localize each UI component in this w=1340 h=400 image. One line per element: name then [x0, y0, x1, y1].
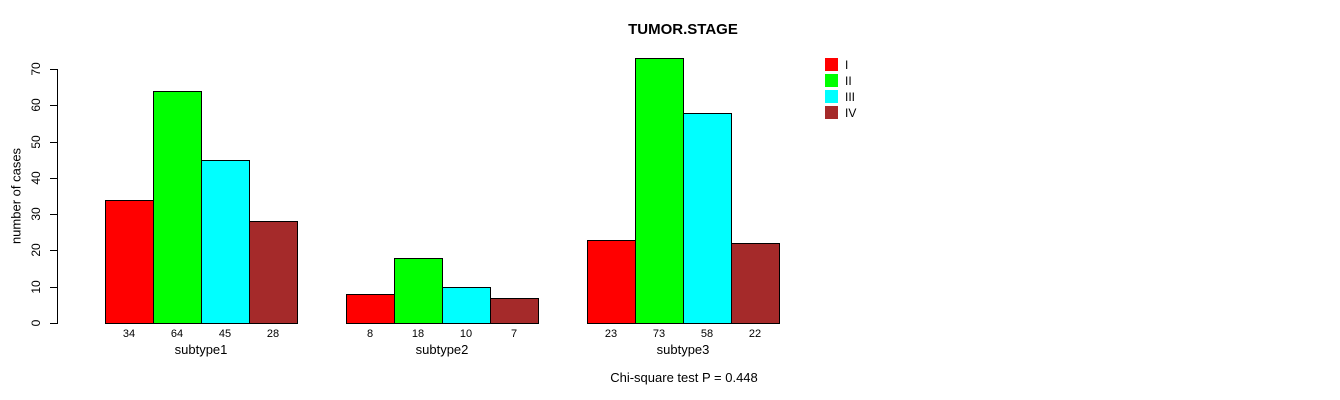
bar-subtype1-stage-I [105, 200, 154, 324]
bar-subtype1-stage-IV [249, 221, 298, 324]
bar-subtype2-stage-II [394, 258, 443, 324]
y-axis-tick [50, 142, 57, 143]
group-label-subtype3: subtype3 [656, 342, 710, 357]
legend-swatch-II [825, 74, 838, 87]
bar-subtype2-stage-IV [490, 298, 539, 324]
legend-swatch-III [825, 90, 838, 103]
bar-subtype3-stage-II [635, 58, 684, 324]
y-axis-tick-label: 20 [29, 243, 43, 257]
y-axis-tick-label: 40 [29, 171, 43, 185]
y-axis-label: number of cases [8, 147, 24, 245]
legend-swatch-I [825, 58, 838, 71]
bar-subtype1-stage-II [153, 91, 202, 324]
y-axis-line [57, 69, 58, 324]
bar-subtype3-stage-III [683, 113, 732, 324]
legend-label-II: II [845, 73, 852, 88]
bar-value-label-subtype2-IV: 7 [510, 328, 518, 340]
bar-value-label-subtype1-IV: 28 [266, 328, 280, 340]
bar-subtype2-stage-I [346, 294, 395, 324]
y-axis-tick-label: 50 [29, 135, 43, 149]
legend-label-IV: IV [845, 105, 857, 120]
y-axis-tick [50, 105, 57, 106]
y-axis-tick [50, 287, 57, 288]
y-axis-tick [50, 69, 57, 70]
legend-label-III: III [845, 89, 856, 104]
bar-value-label-subtype1-I: 34 [122, 328, 136, 340]
bar-value-label-subtype1-II: 64 [170, 328, 184, 340]
y-axis-tick [50, 323, 57, 324]
y-axis-tick-label: 70 [29, 62, 43, 76]
bar-value-label-subtype2-I: 8 [366, 328, 374, 340]
y-axis-tick-label: 10 [29, 280, 43, 294]
legend-swatch-IV [825, 106, 838, 119]
y-axis-tick [50, 178, 57, 179]
y-axis-tick [50, 250, 57, 251]
bar-value-label-subtype3-IV: 22 [748, 328, 762, 340]
bar-value-label-subtype1-III: 45 [218, 328, 232, 340]
y-axis-tick [50, 214, 57, 215]
bar-subtype3-stage-I [587, 240, 636, 324]
bar-value-label-subtype3-II: 73 [652, 328, 666, 340]
y-axis-tick-label: 0 [29, 319, 43, 327]
y-axis-tick-label: 30 [29, 207, 43, 221]
chart-title: TUMOR.STAGE [628, 21, 738, 38]
group-label-subtype1: subtype1 [174, 342, 228, 357]
bar-subtype3-stage-IV [731, 243, 780, 324]
bar-value-label-subtype3-III: 58 [700, 328, 714, 340]
bar-value-label-subtype2-II: 18 [411, 328, 425, 340]
group-label-subtype2: subtype2 [415, 342, 469, 357]
chi-square-annotation: Chi-square test P = 0.448 [610, 370, 758, 385]
bar-subtype2-stage-III [442, 287, 491, 324]
bar-subtype1-stage-III [201, 160, 250, 324]
bar-value-label-subtype3-I: 23 [604, 328, 618, 340]
y-axis-tick-label: 60 [29, 98, 43, 112]
bar-value-label-subtype2-III: 10 [459, 328, 473, 340]
legend-label-I: I [845, 57, 849, 72]
